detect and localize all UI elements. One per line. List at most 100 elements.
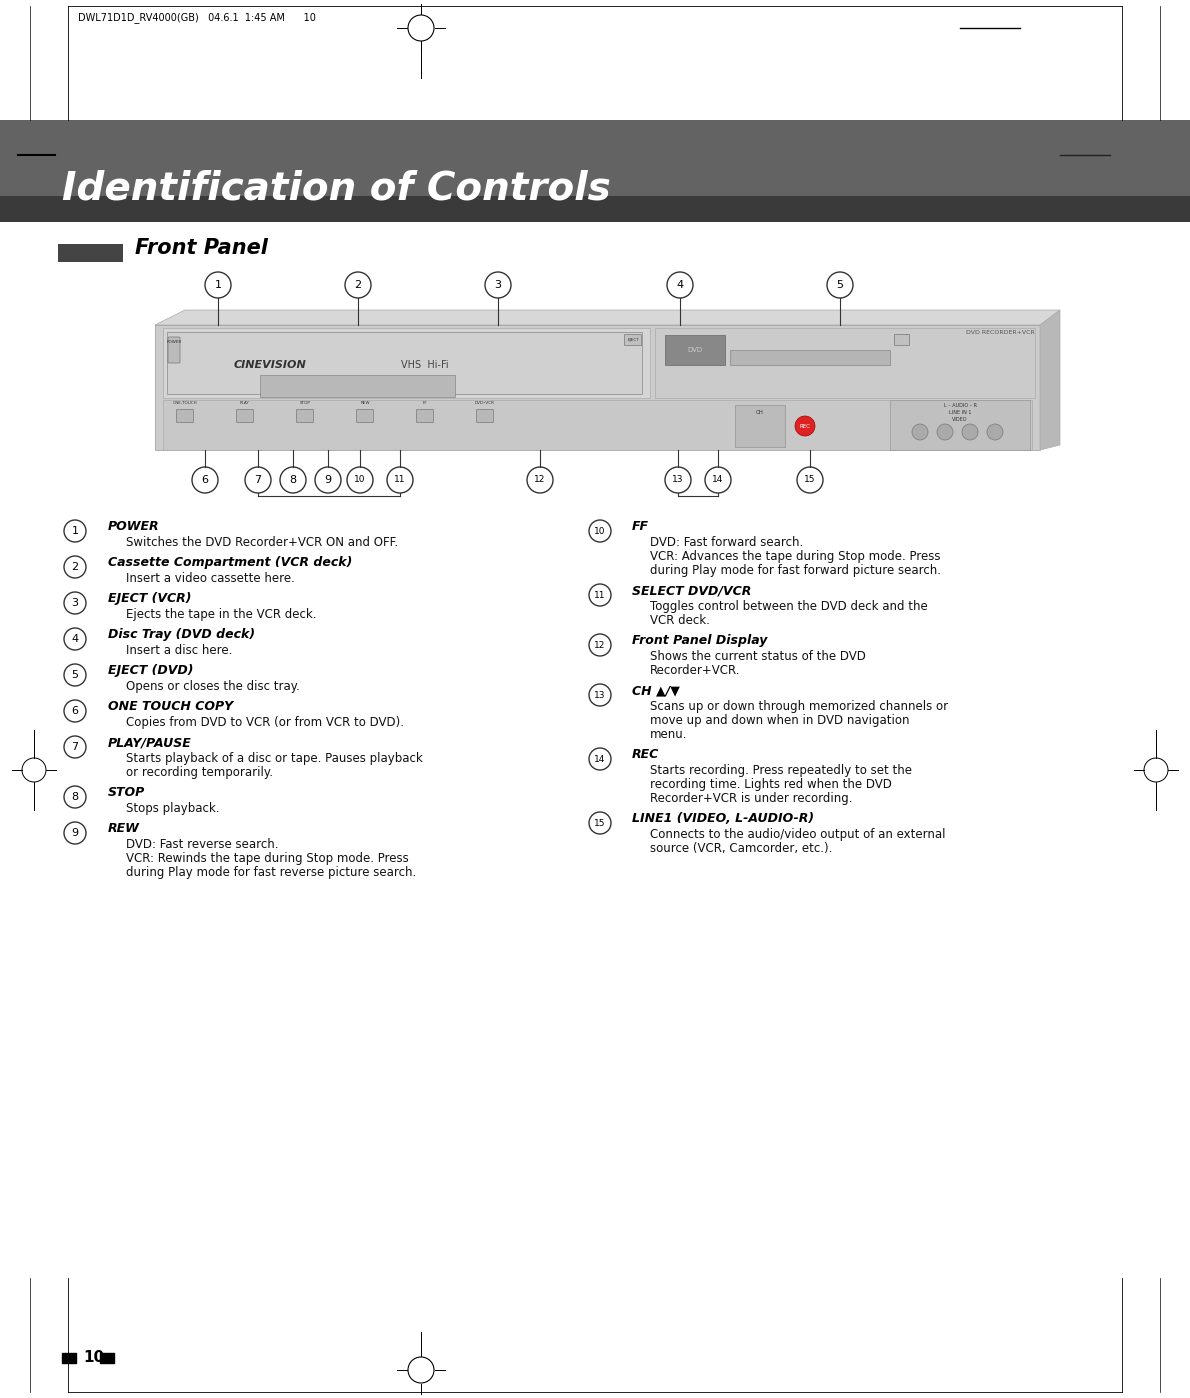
Text: CH ▲/▼: CH ▲/▼ [632, 684, 679, 698]
Text: 10: 10 [594, 527, 606, 535]
Circle shape [795, 417, 815, 436]
Text: 7: 7 [255, 475, 262, 485]
Text: during Play mode for fast forward picture search.: during Play mode for fast forward pictur… [650, 563, 941, 577]
Circle shape [205, 273, 231, 298]
FancyBboxPatch shape [237, 410, 253, 422]
Text: 4: 4 [676, 280, 683, 289]
Text: source (VCR, Camcorder, etc.).: source (VCR, Camcorder, etc.). [650, 842, 832, 856]
Text: Copies from DVD to VCR (or from VCR to DVD).: Copies from DVD to VCR (or from VCR to D… [126, 716, 403, 728]
Text: DVD•VCR: DVD•VCR [475, 401, 495, 405]
Text: Insert a video cassette here.: Insert a video cassette here. [126, 572, 295, 584]
Text: FF: FF [422, 401, 427, 405]
Text: Identification of Controls: Identification of Controls [62, 171, 610, 208]
Text: 9: 9 [325, 475, 332, 485]
Text: recording time. Lights red when the DVD: recording time. Lights red when the DVD [650, 779, 891, 791]
Text: 8: 8 [289, 475, 296, 485]
Text: 2: 2 [71, 562, 79, 572]
FancyBboxPatch shape [665, 336, 725, 365]
Text: Opens or closes the disc tray.: Opens or closes the disc tray. [126, 679, 300, 693]
FancyBboxPatch shape [0, 120, 1190, 222]
Circle shape [589, 684, 610, 706]
Text: menu.: menu. [650, 728, 688, 741]
Text: DVD: Fast reverse search.: DVD: Fast reverse search. [126, 837, 278, 851]
Text: REW: REW [361, 401, 370, 405]
Text: 13: 13 [594, 691, 606, 699]
Text: 13: 13 [672, 475, 684, 485]
Circle shape [64, 591, 86, 614]
Circle shape [827, 273, 853, 298]
Text: L – AUDIO – R: L – AUDIO – R [944, 403, 977, 408]
Text: 15: 15 [804, 475, 816, 485]
FancyBboxPatch shape [895, 334, 909, 345]
Circle shape [347, 467, 372, 493]
Text: EJECT (VCR): EJECT (VCR) [108, 591, 192, 605]
Text: STOP: STOP [108, 786, 145, 800]
FancyBboxPatch shape [296, 410, 313, 422]
Text: 11: 11 [594, 590, 606, 600]
FancyBboxPatch shape [735, 405, 785, 447]
Text: CINEVISION: CINEVISION [233, 361, 306, 370]
Text: FF: FF [632, 520, 649, 533]
Circle shape [64, 786, 86, 808]
FancyBboxPatch shape [163, 400, 1032, 450]
FancyBboxPatch shape [168, 337, 180, 363]
Text: DVD: Fast forward search.: DVD: Fast forward search. [650, 535, 803, 549]
Text: 8: 8 [71, 793, 79, 802]
Text: VCR: Advances the tape during Stop mode. Press: VCR: Advances the tape during Stop mode.… [650, 549, 940, 563]
Text: Insert a disc here.: Insert a disc here. [126, 644, 232, 657]
Text: Front Panel Display: Front Panel Display [632, 635, 768, 647]
Text: 5: 5 [837, 280, 844, 289]
Text: Starts recording. Press repeatedly to set the: Starts recording. Press repeatedly to se… [650, 763, 912, 777]
Text: 5: 5 [71, 670, 79, 679]
Text: EJECT (DVD): EJECT (DVD) [108, 664, 194, 677]
Circle shape [315, 467, 342, 493]
Text: Stops playback.: Stops playback. [126, 802, 219, 815]
Text: DVD RECORDER+VCR: DVD RECORDER+VCR [966, 330, 1035, 336]
Text: ONE-TOUCH: ONE-TOUCH [173, 401, 198, 405]
Text: REC: REC [800, 424, 810, 429]
Text: Recorder+VCR is under recording.: Recorder+VCR is under recording. [650, 793, 852, 805]
Text: VCR deck.: VCR deck. [650, 614, 710, 626]
Circle shape [704, 467, 731, 493]
Text: 15: 15 [594, 818, 606, 828]
FancyBboxPatch shape [259, 375, 455, 397]
Text: move up and down when in DVD navigation: move up and down when in DVD navigation [650, 714, 909, 727]
FancyBboxPatch shape [58, 245, 123, 261]
Text: 4: 4 [71, 635, 79, 644]
FancyBboxPatch shape [654, 329, 1035, 398]
Text: Scans up or down through memorized channels or: Scans up or down through memorized chann… [650, 700, 948, 713]
Text: during Play mode for fast reverse picture search.: during Play mode for fast reverse pictur… [126, 865, 416, 879]
Text: POWER: POWER [167, 340, 182, 344]
Text: 2: 2 [355, 280, 362, 289]
Circle shape [345, 273, 371, 298]
Circle shape [589, 812, 610, 835]
Text: VIDEO: VIDEO [952, 417, 967, 422]
Circle shape [64, 822, 86, 844]
Circle shape [192, 467, 218, 493]
Text: 12: 12 [594, 640, 606, 650]
Circle shape [937, 424, 953, 440]
Text: LINE IN 1: LINE IN 1 [948, 410, 971, 415]
Text: Connects to the audio/video output of an external: Connects to the audio/video output of an… [650, 828, 946, 842]
Text: POWER: POWER [108, 520, 159, 533]
Text: 7: 7 [71, 742, 79, 752]
Text: Ejects the tape in the VCR deck.: Ejects the tape in the VCR deck. [126, 608, 317, 621]
Text: Toggles control between the DVD deck and the: Toggles control between the DVD deck and… [650, 600, 928, 612]
Circle shape [280, 467, 306, 493]
FancyBboxPatch shape [155, 324, 1040, 450]
Circle shape [527, 467, 553, 493]
Text: 10: 10 [83, 1350, 105, 1366]
Circle shape [245, 467, 271, 493]
Text: ONE TOUCH COPY: ONE TOUCH COPY [108, 700, 233, 713]
Text: 1: 1 [214, 280, 221, 289]
Text: 3: 3 [495, 280, 501, 289]
Text: Disc Tray (DVD deck): Disc Tray (DVD deck) [108, 628, 255, 642]
Circle shape [486, 273, 511, 298]
FancyBboxPatch shape [0, 196, 1190, 222]
Polygon shape [1040, 310, 1060, 450]
Circle shape [987, 424, 1003, 440]
Text: 3: 3 [71, 598, 79, 608]
Text: Shows the current status of the DVD: Shows the current status of the DVD [650, 650, 866, 663]
Circle shape [64, 664, 86, 686]
Circle shape [64, 628, 86, 650]
